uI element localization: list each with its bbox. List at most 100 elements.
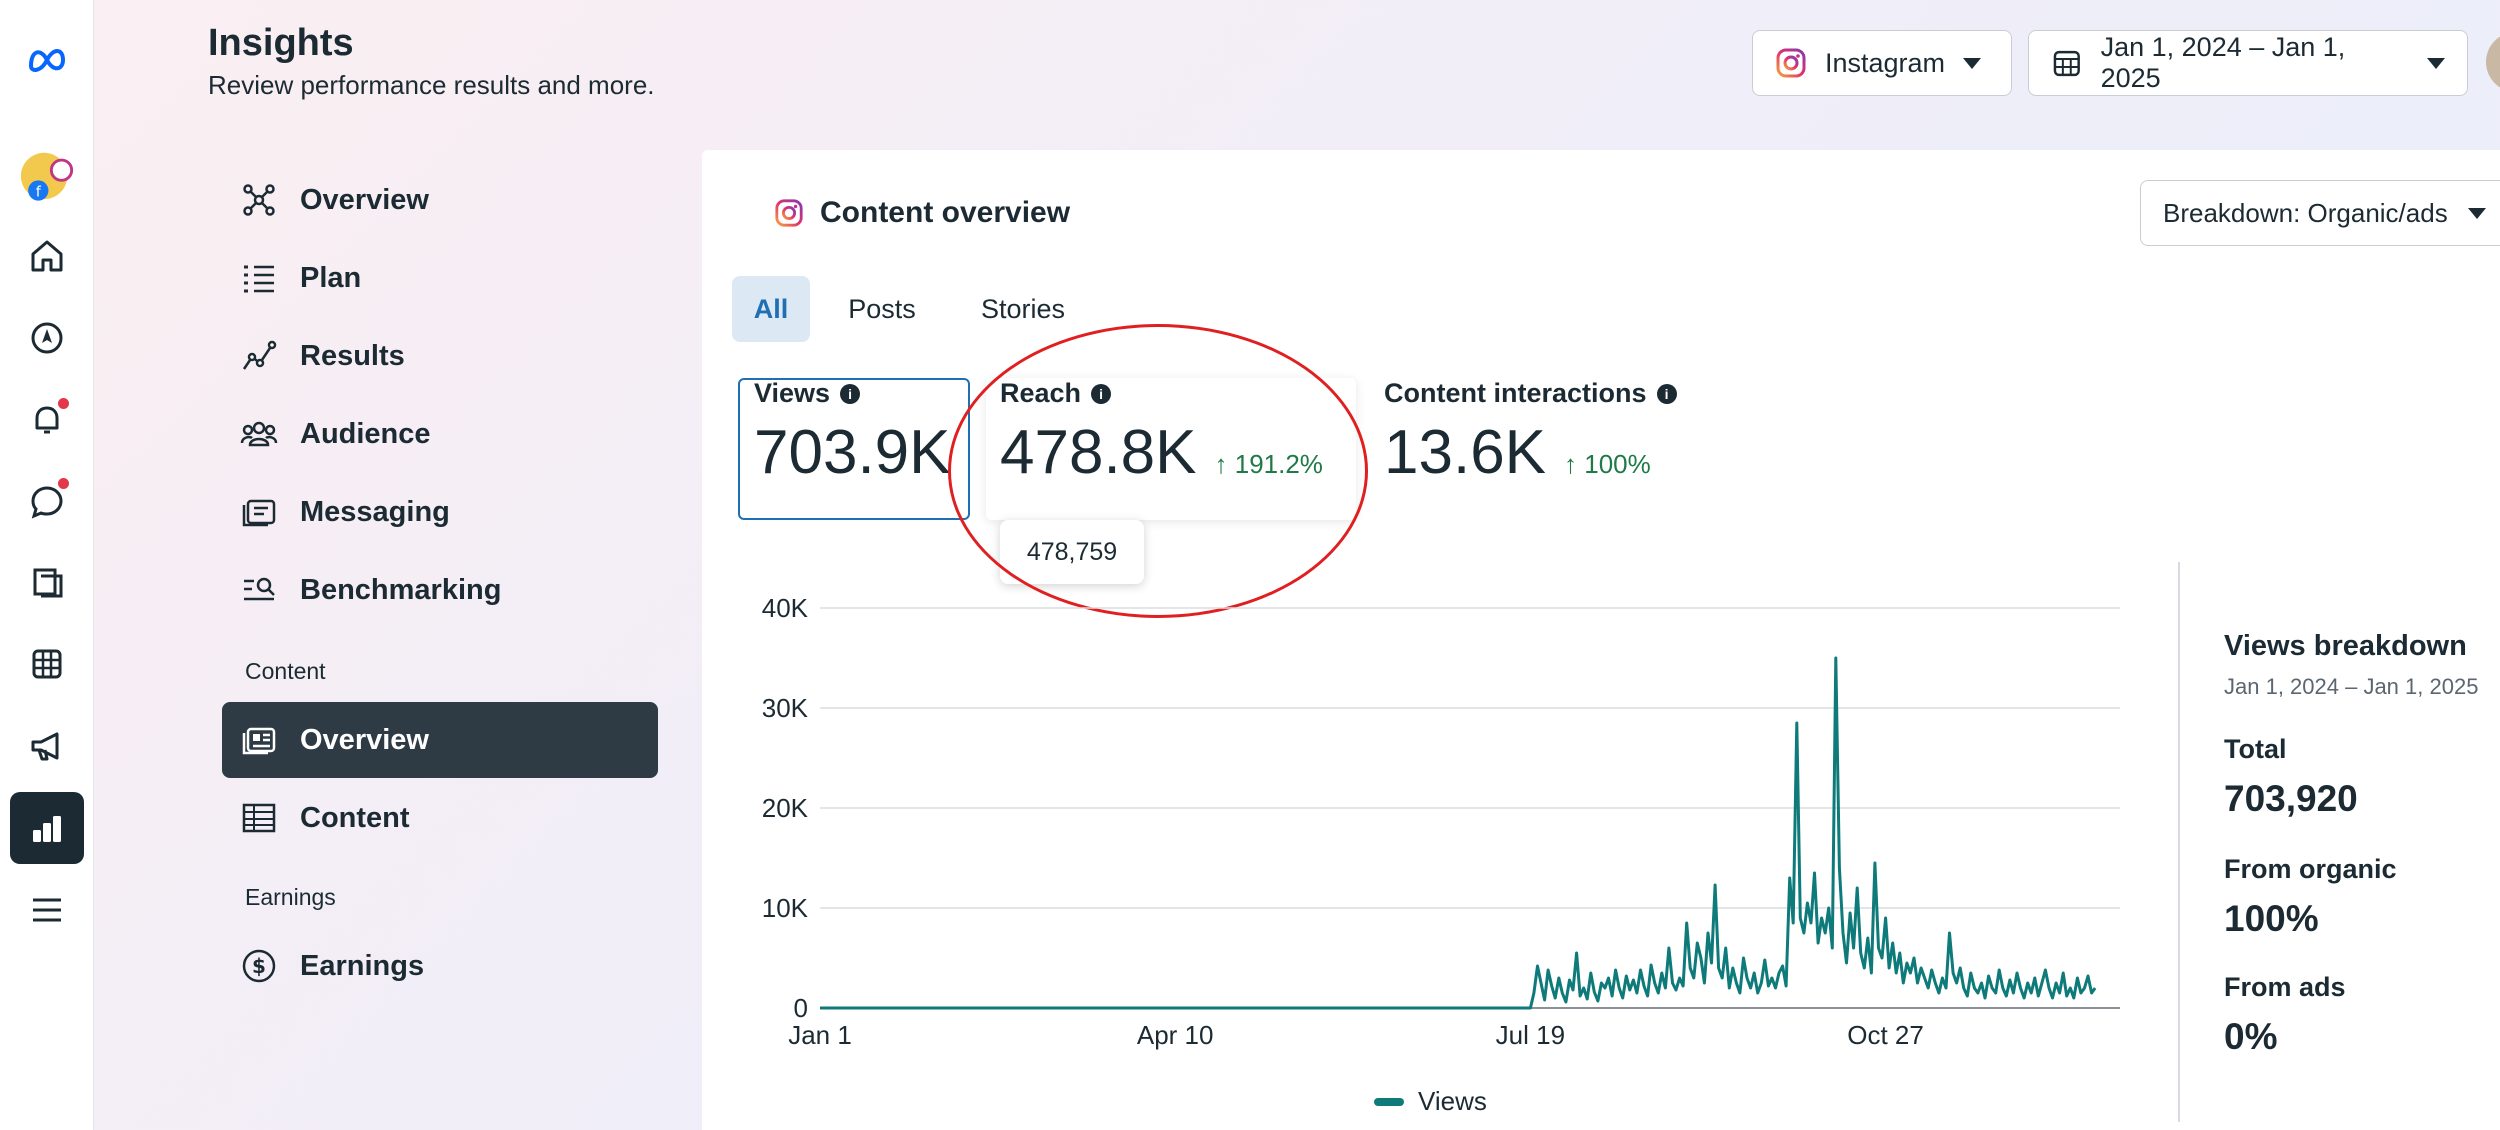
bell-icon[interactable] — [10, 384, 84, 456]
content-overview-icon — [242, 727, 276, 755]
search-list-icon — [244, 577, 275, 601]
instagram-icon — [775, 199, 803, 227]
y-tick-label: 30K — [762, 693, 809, 723]
home-icon[interactable] — [10, 220, 84, 292]
content-card — [702, 150, 2500, 1130]
platform-label: Instagram — [1825, 47, 1946, 78]
breakdown-title: Views breakdown — [2224, 630, 2467, 662]
nav-label: Results — [300, 339, 405, 372]
x-tick-label: Jul 19 — [1496, 1020, 1565, 1050]
card-title: Content overview — [820, 196, 1071, 229]
nav-item-audience[interactable]: Audience — [222, 396, 658, 472]
info-icon[interactable]: i — [1656, 383, 1677, 404]
chat-icon[interactable] — [10, 466, 84, 538]
card-header: Content overview — [774, 196, 1070, 230]
nav-label: Earnings — [300, 949, 425, 982]
tab-posts[interactable]: Posts — [848, 293, 916, 324]
y-tick-label: 40K — [762, 593, 809, 623]
dollar-icon: $ — [242, 949, 276, 983]
trend-icon — [242, 340, 277, 370]
total-label: Total — [2224, 734, 2287, 764]
nav-label: Content — [300, 801, 410, 834]
series-line-views — [820, 656, 2097, 1010]
x-tick-label: Apr 10 — [1137, 1020, 1214, 1050]
nav-label: Benchmarking — [300, 573, 502, 606]
platform-dropdown[interactable]: Instagram — [1752, 30, 2012, 96]
svg-text:$: $ — [252, 954, 266, 978]
svg-text:f: f — [36, 184, 42, 200]
instagram-icon — [1776, 48, 1806, 78]
nav-label: Overview — [300, 183, 429, 216]
ads-value: 0% — [2224, 1016, 2278, 1057]
table-icon[interactable] — [10, 628, 84, 700]
y-tick-label: 20K — [762, 793, 809, 823]
meta-logo-icon[interactable] — [10, 24, 84, 96]
legend-swatch — [1374, 1097, 1404, 1106]
grid-table-icon — [242, 803, 276, 833]
chevron-down-icon — [2467, 207, 2486, 219]
metric-delta: ↑ 100% — [1564, 449, 1651, 479]
tab-all[interactable]: All — [732, 276, 810, 342]
reach-metric-box[interactable] — [986, 378, 1356, 520]
views-line-chart: 0 10K 20K 30K 40K Jan 1 Apr 10 Jul 19 Oct 27 — [762, 593, 2120, 1050]
nav-item-overview[interactable]: Overview — [222, 162, 658, 238]
insights-icon[interactable] — [10, 792, 84, 864]
x-tick-label: Oct 27 — [1847, 1020, 1924, 1050]
calendar-icon — [2053, 50, 2080, 77]
date-range-dropdown[interactable]: Jan 1, 2024 – Jan 1, 2025 — [2028, 30, 2468, 96]
nav-section-earnings: Earnings — [245, 884, 336, 910]
organic-value: 100% — [2224, 898, 2319, 939]
nav-item-earnings[interactable]: $ Earnings — [222, 928, 658, 1004]
breakdown-label: Breakdown: Organic/ads — [2163, 197, 2448, 228]
notification-dot — [58, 478, 69, 489]
people-icon — [240, 421, 278, 447]
breakdown-range: Jan 1, 2024 – Jan 1, 2025 — [2224, 674, 2479, 699]
ads-label: From ads — [2224, 972, 2346, 1002]
legend-label: Views — [1418, 1086, 1487, 1116]
nav-item-content-overview[interactable]: Overview — [222, 702, 658, 778]
account-avatar-icon[interactable]: f — [10, 140, 84, 212]
left-rail: f — [0, 0, 94, 1130]
chevron-down-icon — [2427, 57, 2445, 69]
nav-item-benchmarking[interactable]: Benchmarking — [222, 552, 658, 628]
metric-label: Content interactions — [1384, 378, 1647, 408]
reach-metric: Reach i 478.8K ↑ 191.2% — [1000, 378, 1323, 488]
interactions-metric[interactable]: Content interactions i 13.6K ↑ 100% — [1384, 378, 1677, 488]
info-icon[interactable]: i — [840, 383, 861, 404]
nav-item-content[interactable]: Content — [222, 780, 658, 856]
nav-label: Overview — [300, 723, 429, 756]
chevron-down-icon — [1963, 57, 1982, 69]
organic-label: From organic — [2224, 854, 2397, 884]
page-title: Insights — [208, 22, 354, 64]
user-avatar[interactable] — [2486, 32, 2500, 92]
megaphone-icon[interactable] — [10, 710, 84, 782]
info-icon[interactable]: i — [1091, 383, 1112, 404]
total-value: 703,920 — [2224, 778, 2358, 819]
compass-icon[interactable] — [10, 302, 84, 374]
metric-label: Reach — [1000, 378, 1082, 408]
nav-item-messaging[interactable]: Messaging — [222, 474, 658, 550]
views-metric-box[interactable] — [738, 378, 970, 520]
y-tick-label: 10K — [762, 893, 809, 923]
metric-value: 703.9K — [754, 418, 951, 487]
posts-icon[interactable] — [10, 546, 84, 618]
page-subtitle: Review performance results and more. — [208, 70, 655, 100]
views-metric: Views i 703.9K — [754, 378, 951, 488]
x-tick-label: Jan 1 — [788, 1020, 852, 1050]
menu-icon[interactable] — [10, 874, 84, 946]
nav-label: Messaging — [300, 495, 450, 528]
nav-label: Plan — [300, 261, 362, 294]
message-card-icon — [242, 499, 276, 527]
nav-item-results[interactable]: Results — [222, 318, 658, 394]
metric-label: Views — [754, 378, 831, 408]
tab-stories[interactable]: Stories — [980, 293, 1066, 324]
notification-dot — [58, 398, 69, 409]
breakdown-dropdown[interactable]: Breakdown: Organic/ads — [2140, 180, 2500, 246]
metric-value: 478.8K — [1000, 418, 1197, 487]
metric-value: 13.6K — [1384, 418, 1547, 487]
date-range-label: Jan 1, 2024 – Jan 1, 2025 — [2100, 32, 2346, 93]
panel-divider — [2178, 562, 2180, 1122]
nav-item-plan[interactable]: Plan — [222, 240, 658, 316]
nav-label: Audience — [300, 417, 431, 450]
chart-legend: Views — [1374, 1086, 1487, 1117]
